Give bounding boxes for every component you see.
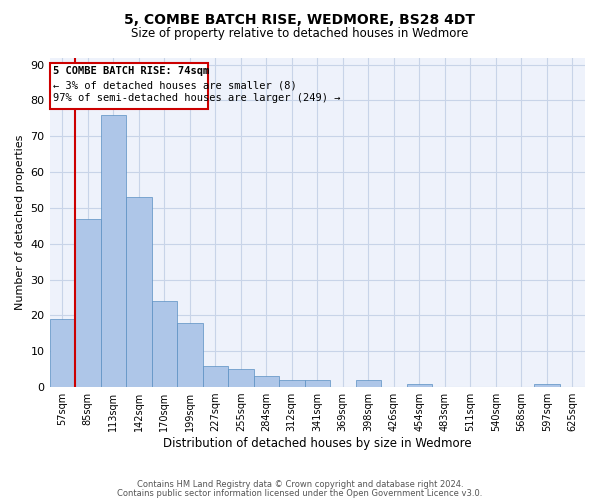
Text: 97% of semi-detached houses are larger (249) →: 97% of semi-detached houses are larger (… xyxy=(53,94,341,104)
Bar xyxy=(534,384,560,387)
Bar xyxy=(407,384,432,387)
Bar xyxy=(75,218,101,387)
Bar xyxy=(305,380,330,387)
Text: ← 3% of detached houses are smaller (8): ← 3% of detached houses are smaller (8) xyxy=(53,80,297,90)
Bar xyxy=(254,376,279,387)
Y-axis label: Number of detached properties: Number of detached properties xyxy=(15,134,25,310)
Bar xyxy=(203,366,228,387)
Text: 5, COMBE BATCH RISE, WEDMORE, BS28 4DT: 5, COMBE BATCH RISE, WEDMORE, BS28 4DT xyxy=(125,12,476,26)
Bar xyxy=(126,197,152,387)
Bar xyxy=(228,369,254,387)
Text: Contains HM Land Registry data © Crown copyright and database right 2024.: Contains HM Land Registry data © Crown c… xyxy=(137,480,463,489)
Bar xyxy=(356,380,381,387)
Text: 5 COMBE BATCH RISE: 74sqm: 5 COMBE BATCH RISE: 74sqm xyxy=(53,66,209,76)
Bar xyxy=(177,322,203,387)
Bar xyxy=(279,380,305,387)
Bar xyxy=(101,115,126,387)
FancyBboxPatch shape xyxy=(50,63,208,110)
Text: Contains public sector information licensed under the Open Government Licence v3: Contains public sector information licen… xyxy=(118,488,482,498)
Bar xyxy=(50,319,75,387)
Text: Size of property relative to detached houses in Wedmore: Size of property relative to detached ho… xyxy=(131,28,469,40)
Bar xyxy=(152,301,177,387)
X-axis label: Distribution of detached houses by size in Wedmore: Distribution of detached houses by size … xyxy=(163,437,472,450)
